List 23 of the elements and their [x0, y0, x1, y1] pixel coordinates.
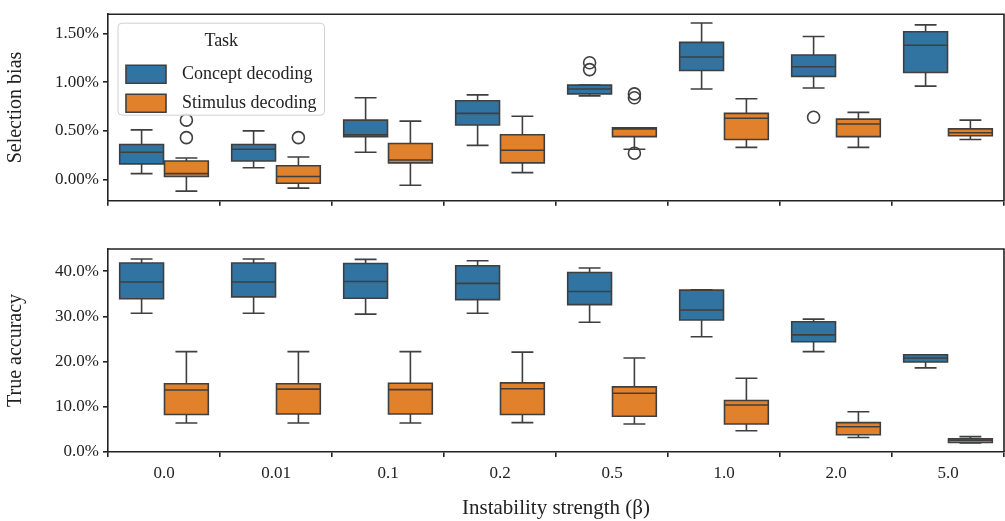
y-tick-label: 0.50%	[55, 120, 99, 140]
y-tick-label: 1.00%	[55, 71, 99, 91]
x-axis-title: Instability strength (β)	[462, 494, 650, 519]
y-tick-label: 10.0%	[55, 396, 99, 416]
y-axis-title: Selection bias	[3, 51, 26, 164]
legend-title: Task	[204, 29, 239, 50]
x-tick-label: 0.1	[377, 462, 399, 482]
x-tick-label: 0.2	[489, 462, 511, 482]
y-tick-label: 20.0%	[55, 351, 99, 371]
x-tick-label: 0.0	[153, 462, 175, 482]
x-tick-label: 1.0	[713, 462, 735, 482]
y-tick-label: 30.0%	[55, 305, 99, 325]
x-tick-label: 2.0	[825, 462, 847, 482]
y-tick-label: 0.0%	[63, 441, 99, 461]
x-tick-label: 0.01	[261, 462, 291, 482]
y-tick-label: 40.0%	[55, 260, 99, 280]
x-tick-label: 5.0	[937, 462, 959, 482]
y-tick-label: 0.00%	[55, 168, 99, 188]
legend-label: Concept decoding	[182, 62, 313, 83]
y-axis-title: True accuracy	[3, 293, 27, 408]
x-tick-label: 0.5	[601, 462, 623, 482]
y-tick-label: 1.50%	[55, 23, 99, 43]
legend-label: Stimulus decoding	[182, 91, 317, 112]
